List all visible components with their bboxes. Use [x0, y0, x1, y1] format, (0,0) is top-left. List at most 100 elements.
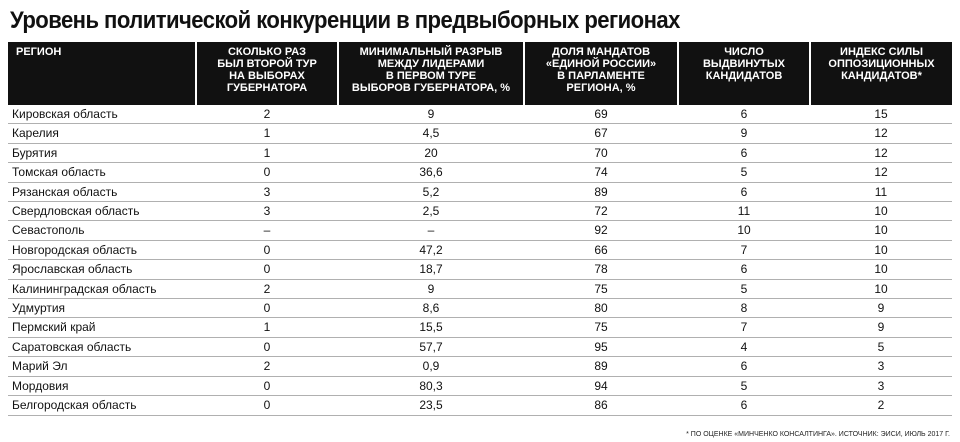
cell-opposition-index: 10 — [874, 242, 888, 257]
column-header-line: кандидатов — [705, 70, 783, 82]
column-header-region: Регион — [8, 42, 196, 105]
cell-ur-share: 78 — [594, 262, 608, 277]
page-title: Уровень политической конкуренции в предв… — [10, 7, 680, 34]
cell-ur-share: 92 — [594, 223, 608, 238]
cell-candidates-count: 5 — [740, 165, 748, 180]
cell-opposition-index: 12 — [874, 145, 888, 160]
cell-second-round-count: 3 — [263, 204, 271, 219]
column-header-min-gap: Минимальный разрыв между лидерами в первом… — [337, 42, 524, 105]
table-row: Саратовская область 0 57,7 95 4 5 — [8, 337, 952, 357]
cell-region: Карелия — [12, 126, 59, 141]
cell-ur-share: 94 — [594, 378, 608, 393]
table-row: Новгородская область 0 47,2 66 7 10 — [8, 240, 952, 260]
cell-min-gap: 57,7 — [419, 339, 443, 354]
cell-second-round-count: 0 — [263, 339, 271, 354]
cell-ur-share: 89 — [594, 184, 608, 199]
cell-second-round-count: 0 — [263, 398, 271, 413]
column-header-line: между лидерами — [377, 58, 485, 70]
cell-candidates-count: 11 — [737, 204, 751, 219]
table-row: Калининградская область 2 9 75 5 10 — [8, 279, 952, 299]
cell-second-round-count: 0 — [263, 242, 271, 257]
cell-min-gap: 0,9 — [422, 359, 440, 374]
cell-min-gap: 36,6 — [419, 165, 443, 180]
cell-ur-share: 80 — [594, 301, 608, 316]
column-header-line: оппозиционных — [828, 58, 935, 70]
cell-second-round-count: 2 — [263, 281, 271, 296]
header-row: Регион Сколько раз был второй тур на выбора… — [8, 42, 952, 105]
cell-ur-share: 69 — [594, 107, 608, 121]
footnote: * По оценке «Минченко консалтинга». Исто… — [686, 431, 950, 438]
cell-candidates-count: 6 — [740, 262, 748, 277]
cell-min-gap: 4,5 — [422, 126, 440, 141]
cell-region: Бурятия — [12, 145, 58, 160]
cell-region: Свердловская область — [12, 204, 140, 219]
cell-ur-share: 89 — [594, 359, 608, 374]
cell-ur-share: 66 — [594, 242, 608, 257]
cell-min-gap: 47,2 — [419, 242, 443, 257]
cell-opposition-index: 11 — [874, 184, 888, 199]
cell-candidates-count: 6 — [740, 184, 748, 199]
column-header-line: Регион — [16, 46, 62, 58]
cell-candidates-count: 6 — [740, 145, 748, 160]
cell-candidates-count: 5 — [740, 378, 748, 393]
column-header-line: губернатора — [226, 82, 308, 94]
cell-opposition-index: 10 — [874, 223, 888, 238]
column-header-line: Минимальный разрыв — [359, 46, 503, 58]
cell-second-round-count: 2 — [263, 107, 271, 121]
cell-opposition-index: 10 — [874, 262, 888, 277]
cell-second-round-count: 0 — [263, 378, 271, 393]
cell-region: Марий Эл — [12, 359, 68, 374]
column-header-line: в парламенте — [557, 70, 645, 82]
cell-region: Калининградская область — [12, 281, 157, 296]
cell-ur-share: 72 — [594, 204, 608, 219]
table-row: Мордовия 0 80,3 94 5 3 — [8, 376, 952, 396]
table-row: Рязанская область 3 5,2 89 6 11 — [8, 182, 952, 202]
cell-ur-share: 74 — [594, 165, 608, 180]
cell-opposition-index: 10 — [874, 204, 888, 219]
cell-min-gap: 23,5 — [419, 398, 443, 413]
cell-opposition-index: 5 — [877, 339, 885, 354]
cell-region: Белгородская область — [12, 398, 137, 413]
table-body: Кировская область 2 9 69 6 15 Карелия 1 4,5 67 9 12… — [8, 105, 952, 415]
cell-candidates-count: 4 — [740, 339, 748, 354]
column-header-line: региона, % — [566, 82, 636, 94]
cell-ur-share: 70 — [594, 145, 608, 160]
table-row: Белгородская область 0 23,5 86 6 2 — [8, 396, 952, 415]
table-header: Регион Сколько раз был второй тур на выбора… — [8, 42, 952, 105]
column-header-opposition-index: Индекс силы оппозиционных кандидатов* — [809, 42, 952, 105]
competition-table: Регион Сколько раз был второй тур на выбора… — [8, 42, 952, 416]
cell-region: Севастополь — [12, 223, 85, 238]
cell-candidates-count: 6 — [740, 359, 748, 374]
cell-min-gap: 8,6 — [422, 301, 440, 316]
cell-region: Мордовия — [12, 378, 69, 393]
cell-ur-share: 86 — [594, 398, 608, 413]
cell-region: Рязанская область — [12, 184, 118, 199]
cell-candidates-count: 6 — [740, 398, 748, 413]
cell-min-gap: 20 — [424, 145, 438, 160]
cell-ur-share: 95 — [594, 339, 608, 354]
cell-candidates-count: 7 — [740, 320, 748, 335]
column-header-second-round-count: Сколько раз был второй тур на выборах губер… — [195, 42, 338, 105]
cell-opposition-index: 12 — [874, 165, 888, 180]
cell-region: Кировская область — [12, 107, 118, 121]
cell-min-gap: 2,5 — [422, 204, 440, 219]
cell-opposition-index: 2 — [877, 398, 885, 413]
column-header-line: Число — [724, 46, 764, 58]
cell-candidates-count: 6 — [740, 107, 748, 121]
cell-min-gap: 80,3 — [419, 378, 443, 393]
cell-candidates-count: 10 — [737, 223, 751, 238]
cell-second-round-count: 0 — [263, 301, 271, 316]
cell-opposition-index: 9 — [877, 301, 885, 316]
cell-min-gap: 18,7 — [419, 262, 443, 277]
cell-min-gap: 9 — [427, 107, 435, 121]
column-header-line: на выборах — [229, 70, 305, 82]
cell-second-round-count: 0 — [263, 262, 271, 277]
cell-second-round-count: – — [263, 223, 271, 238]
cell-ur-share: 67 — [594, 126, 608, 141]
cell-region: Новгородская область — [12, 242, 138, 257]
cell-second-round-count: 1 — [263, 145, 271, 160]
column-header-line: Сколько раз — [227, 46, 307, 58]
cell-opposition-index: 9 — [877, 320, 885, 335]
column-header-line: Доля мандатов — [551, 46, 651, 58]
cell-region: Саратовская область — [12, 339, 132, 354]
